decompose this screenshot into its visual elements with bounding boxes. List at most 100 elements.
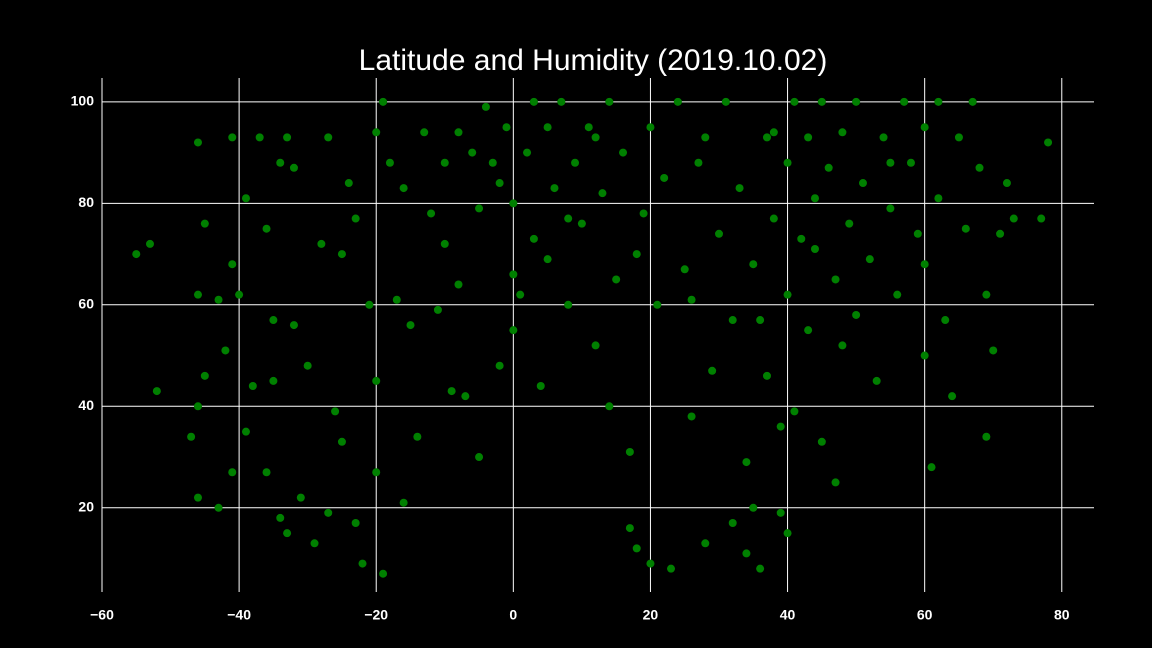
point: [920, 123, 929, 132]
x-tick-label: 60: [917, 607, 933, 623]
point: [475, 204, 484, 213]
point: [228, 468, 237, 477]
point: [399, 498, 408, 507]
point: [769, 128, 778, 137]
point: [886, 158, 895, 167]
point: [776, 422, 785, 431]
point: [289, 163, 298, 172]
point: [324, 508, 333, 517]
point: [961, 224, 970, 233]
point: [968, 97, 977, 106]
point: [495, 179, 504, 188]
point: [502, 123, 511, 132]
point: [344, 179, 353, 188]
point: [283, 529, 292, 538]
x-tick-label: 80: [1054, 607, 1070, 623]
point: [440, 158, 449, 167]
point: [660, 173, 669, 182]
point: [845, 219, 854, 228]
point: [317, 239, 326, 248]
point: [824, 163, 833, 172]
point: [735, 184, 744, 193]
chart-title: Latitude and Humidity (2019.10.02): [359, 44, 828, 77]
point: [235, 290, 244, 299]
point: [413, 432, 422, 441]
x-tick-label: 20: [643, 607, 659, 623]
y-tick-label: 100: [71, 93, 95, 109]
point: [509, 326, 518, 335]
point: [193, 290, 202, 299]
point: [776, 508, 785, 517]
point: [927, 463, 936, 472]
point: [351, 214, 360, 223]
point: [612, 275, 621, 284]
y-tick-label: 20: [78, 498, 94, 514]
point: [900, 97, 909, 106]
point: [488, 158, 497, 167]
point: [1009, 214, 1018, 223]
point: [625, 447, 634, 456]
point: [591, 133, 600, 142]
point: [372, 468, 381, 477]
point: [276, 158, 285, 167]
point: [742, 458, 751, 467]
point: [337, 437, 346, 446]
point: [262, 468, 271, 477]
point: [749, 503, 758, 512]
point: [742, 549, 751, 558]
point: [475, 453, 484, 462]
point: [838, 128, 847, 137]
point: [762, 371, 771, 380]
point: [797, 234, 806, 243]
point: [605, 402, 614, 411]
point: [852, 97, 861, 106]
point: [262, 224, 271, 233]
point: [577, 219, 586, 228]
x-tick-label: −20: [364, 607, 388, 623]
point: [447, 387, 456, 396]
point: [358, 559, 367, 568]
point: [708, 366, 717, 375]
point: [550, 184, 559, 193]
point: [145, 239, 154, 248]
point: [865, 255, 874, 264]
point: [392, 295, 401, 304]
point: [632, 544, 641, 553]
point: [769, 214, 778, 223]
point: [879, 133, 888, 142]
point: [934, 97, 943, 106]
point: [886, 204, 895, 213]
point: [996, 229, 1005, 238]
point: [667, 564, 676, 573]
point: [365, 300, 374, 309]
point: [975, 163, 984, 172]
point: [221, 346, 230, 355]
point: [276, 513, 285, 522]
point: [543, 255, 552, 264]
point: [817, 97, 826, 106]
point: [351, 518, 360, 527]
point: [228, 260, 237, 269]
point: [193, 493, 202, 502]
point: [200, 219, 209, 228]
point: [509, 199, 518, 208]
point: [893, 290, 902, 299]
point: [214, 503, 223, 512]
point: [1044, 138, 1053, 147]
point: [454, 280, 463, 289]
x-tick-label: 40: [780, 607, 796, 623]
point: [241, 427, 250, 436]
point: [269, 376, 278, 385]
x-tick-label: 0: [509, 607, 517, 623]
point: [687, 412, 696, 421]
point: [571, 158, 580, 167]
point: [509, 270, 518, 279]
point: [817, 437, 826, 446]
point: [564, 214, 573, 223]
point: [1002, 179, 1011, 188]
point: [920, 351, 929, 360]
point: [804, 133, 813, 142]
point: [303, 361, 312, 370]
